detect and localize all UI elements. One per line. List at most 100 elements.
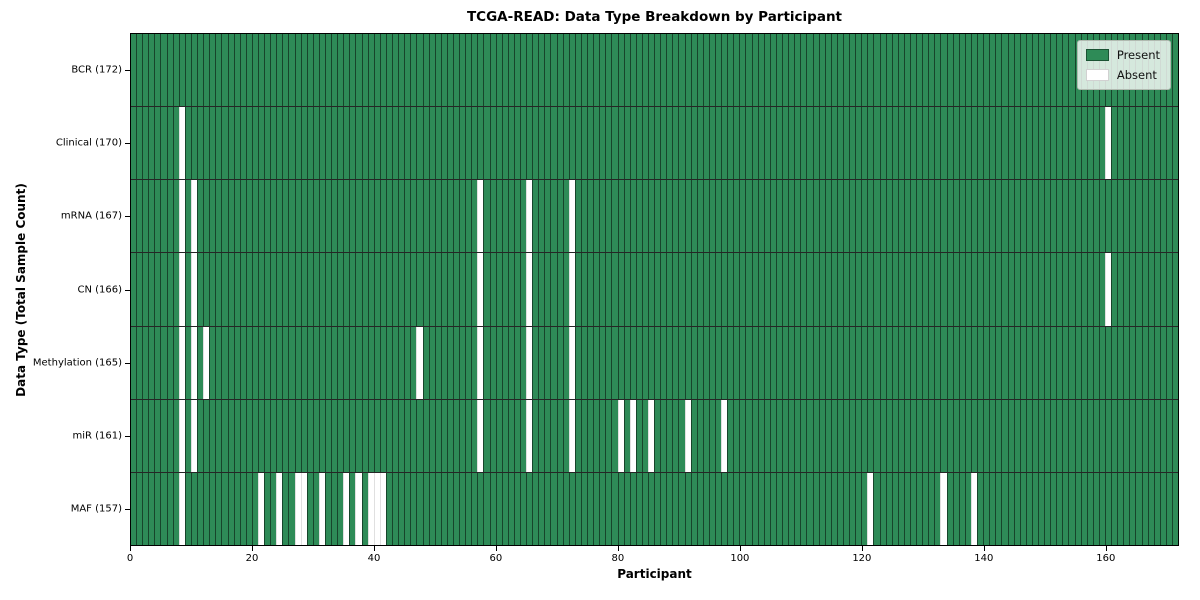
present-cell: [154, 180, 161, 253]
present-cell: [245, 253, 252, 326]
x-tick-label: 0: [126, 553, 134, 564]
present-cell: [605, 253, 612, 326]
present-cell: [745, 107, 752, 180]
present-cell: [1007, 399, 1014, 472]
present-cell: [532, 326, 539, 399]
present-cell: [727, 180, 734, 253]
present-cell: [910, 472, 917, 545]
present-cell: [757, 253, 764, 326]
present-cell: [842, 399, 850, 472]
present-cell: [398, 253, 405, 326]
present-cell: [885, 34, 892, 107]
present-cell: [215, 399, 222, 472]
present-cell: [830, 326, 837, 399]
present-cell: [879, 326, 886, 399]
present-cell: [209, 326, 216, 399]
absent-cell: [294, 472, 301, 545]
present-cell: [221, 107, 228, 180]
present-cell: [1044, 34, 1051, 107]
present-cell: [452, 326, 460, 399]
present-cell: [379, 34, 386, 107]
present-cell: [190, 34, 198, 107]
present-cell: [1172, 472, 1179, 545]
present-cell: [599, 253, 606, 326]
present-cell: [428, 34, 435, 107]
present-cell: [544, 107, 551, 180]
present-cell: [995, 180, 1002, 253]
present-cell: [245, 326, 252, 399]
present-cell: [733, 399, 740, 472]
present-cell: [952, 253, 959, 326]
present-cell: [818, 180, 825, 253]
present-cell: [197, 34, 204, 107]
present-cell: [1159, 180, 1166, 253]
absent-cell: [178, 326, 185, 399]
present-cell: [398, 34, 405, 107]
present-cell: [203, 34, 210, 107]
present-cell: [434, 107, 441, 180]
present-cell: [507, 326, 514, 399]
present-cell: [264, 34, 271, 107]
present-cell: [739, 399, 746, 472]
present-cell: [775, 180, 783, 253]
present-cell: [1141, 399, 1148, 472]
present-cell: [739, 326, 746, 399]
present-cell: [1135, 253, 1142, 326]
present-cell: [715, 34, 722, 107]
present-cell: [1080, 253, 1087, 326]
present-cell: [160, 253, 167, 326]
present-cell: [672, 326, 679, 399]
present-cell: [343, 399, 350, 472]
present-cell: [696, 326, 703, 399]
present-cell: [763, 34, 770, 107]
present-cell: [788, 34, 795, 107]
present-cell: [964, 399, 971, 472]
present-cell: [562, 326, 569, 399]
present-cell: [727, 326, 734, 399]
present-cell: [550, 472, 557, 545]
present-cell: [227, 180, 234, 253]
y-tick-label: CN (166): [77, 284, 122, 295]
present-cell: [245, 472, 252, 545]
present-cell: [361, 326, 368, 399]
present-cell: [367, 253, 374, 326]
present-cell: [489, 472, 496, 545]
present-cell: [1031, 326, 1038, 399]
absent-swatch-icon: [1085, 69, 1109, 81]
present-cell: [928, 34, 935, 107]
x-tick-mark: [861, 546, 863, 551]
present-cell: [1025, 180, 1032, 253]
y-tick-label: mRNA (167): [60, 210, 122, 222]
present-cell: [257, 326, 265, 399]
present-cell: [903, 472, 910, 545]
absent-cell: [178, 399, 185, 472]
present-cell: [495, 34, 502, 107]
present-cell: [940, 180, 947, 253]
present-cell: [629, 472, 636, 545]
present-cell: [769, 253, 776, 326]
present-cell: [1044, 399, 1051, 472]
present-cell: [257, 107, 265, 180]
present-cell: [184, 472, 191, 545]
present-cell: [349, 472, 356, 545]
present-cell: [654, 180, 661, 253]
present-cell: [282, 107, 289, 180]
present-cell: [367, 326, 374, 399]
present-cell: [903, 399, 910, 472]
present-cell: [617, 180, 624, 253]
present-cell: [958, 107, 965, 180]
present-cell: [270, 399, 277, 472]
present-cell: [282, 180, 289, 253]
present-cell: [1123, 253, 1130, 326]
present-cell: [605, 326, 612, 399]
present-cell: [690, 34, 697, 107]
present-cell: [641, 399, 648, 472]
present-cell: [824, 472, 831, 545]
present-cell: [166, 399, 173, 472]
present-cell: [404, 253, 411, 326]
present-cell: [459, 253, 466, 326]
present-cell: [782, 326, 789, 399]
present-cell: [757, 472, 764, 545]
present-cell: [355, 253, 362, 326]
present-cell: [708, 253, 715, 326]
